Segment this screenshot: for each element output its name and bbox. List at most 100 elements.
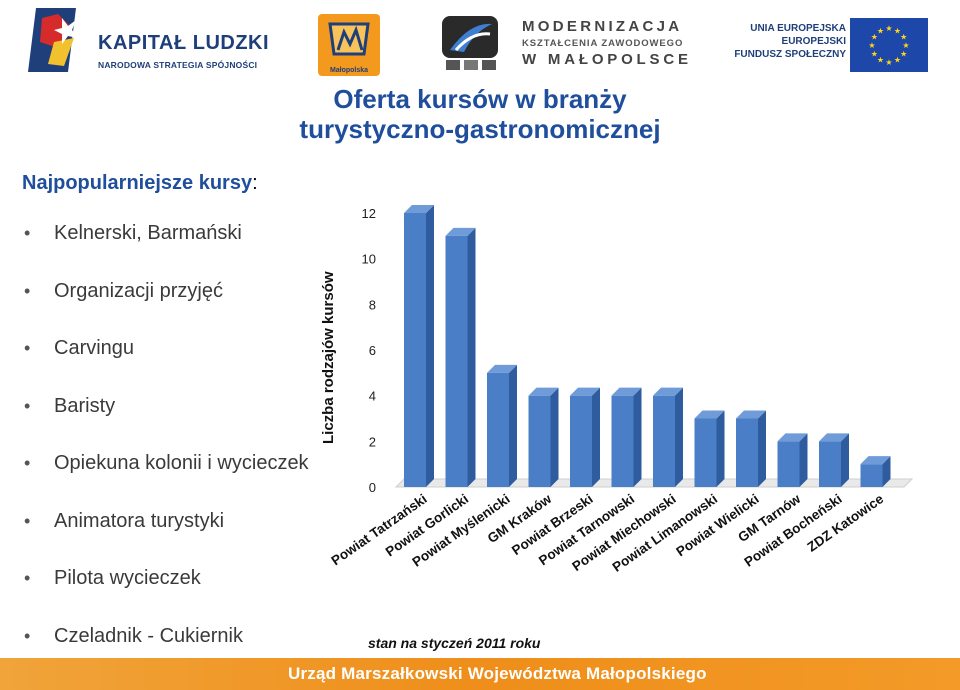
bar-side [716,410,725,487]
y-tick-label: 0 [369,480,376,495]
y-tick-label: 4 [369,389,376,404]
eu-flag-icon: ★ ★ ★ ★ ★ ★ ★ ★ ★ ★ ★ ★ [850,18,928,72]
course-list-item: • Opiekuna kolonii i wycieczek [24,452,309,475]
bar [860,464,883,487]
modernizacja-icon [440,14,500,72]
bar [736,418,758,487]
bar-side [758,410,766,487]
course-list-item: • Pilota wycieczek [24,567,201,590]
course-list-item-text: Opiekuna kolonii i wycieczek [54,452,309,474]
y-tick-label: 6 [369,343,376,358]
bar [653,395,675,487]
course-list-item-text: Kelnerski, Barmański [54,222,242,244]
kapital-ludzki-title: KAPITAŁ LUDZKI [98,32,270,54]
course-list-item: • Kelnerski, Barmański [24,222,242,245]
eu-text: UNIA EUROPEJSKA EUROPEJSKI FUNDUSZ SPOŁE… [728,22,846,61]
eu-star-icon: ★ [871,33,878,42]
bar-side [633,387,642,487]
bar-top [860,456,891,465]
bar [819,441,841,487]
course-list-item-text: Czeladnik - Cukiernik [54,624,243,647]
y-tick-label: 2 [369,434,376,449]
kapital-ludzki-logo: KAPITAŁ LUDZKI NARODOWA STRATEGIA SPÓJNO… [28,8,278,80]
kapital-ludzki-subtitle: NARODOWA STRATEGIA SPÓJNOŚCI [98,60,258,70]
modernizacja-line1: MODERNIZACJA [522,18,683,35]
bullet-icon: • [24,395,31,416]
bar-side [841,433,849,487]
bar-top [404,205,434,213]
eu-star-icon: ★ [885,24,892,33]
y-tick-label: 10 [362,252,376,267]
malopolska-logo: Małopolska [318,14,380,76]
bar-side [426,205,434,487]
bullet-icon: • [24,625,31,646]
course-list-item: • Czeladnik - Cukiernik [24,625,243,648]
list-heading: Najpopularniejsze kursy: [22,172,258,195]
modernizacja-text: MODERNIZACJA KSZTAŁCENIA ZAWODOWEGO W MA… [522,18,692,68]
eu-star-icon: ★ [877,26,884,35]
course-list-item-text: Animatora turystyki [54,509,225,532]
eu-star-icon: ★ [871,50,878,59]
course-list-item: • Animatora turystyki [24,510,224,533]
bullet-icon: • [24,510,31,531]
bullet-icon: • [24,280,31,301]
eu-line3: FUNDUSZ SPOŁECZNY [734,49,846,60]
list-heading-text: Najpopularniejsze kursy [22,172,253,194]
eu-star-icon: ★ [877,56,884,65]
bar-side [550,387,559,487]
footer-text: Urząd Marszałkowski Województwa Małopols… [288,664,707,683]
course-list-item-text: Baristy [54,394,116,417]
eu-star-icon: ★ [900,33,907,42]
bar-top [570,387,600,396]
bullet-icon: • [24,568,31,588]
bar-top [819,433,849,442]
bar [611,395,634,487]
y-tick-label: 8 [369,297,376,312]
course-list-item-text: Pilota wycieczek [54,567,201,589]
bar-side [675,387,683,487]
bar [404,213,426,487]
bar [528,395,551,487]
bar [694,418,717,487]
kapital-ludzki-emblem-icon [28,8,78,72]
bar-top [653,387,683,396]
footer-bar: Urząd Marszałkowski Województwa Małopols… [0,658,960,690]
course-list-item: • Baristy [24,395,115,418]
eu-star-icon: ★ [894,26,901,35]
bar-side [592,387,600,487]
y-tick-label: 12 [362,206,376,221]
bar-top [445,227,476,236]
malopolska-label: Małopolska [329,67,369,74]
bar [570,395,592,487]
bar-top [694,410,725,419]
course-list-item-text: Organizacji przyjęć [54,279,223,302]
eu-star-icon: ★ [868,41,875,50]
bar-side [799,433,808,487]
bar [445,235,468,487]
eu-star-icon: ★ [900,50,907,59]
course-list-item: • Organizacji przyjęć [24,280,223,303]
bar-top [777,433,808,442]
course-list-item: • Carvingu [24,337,134,360]
eu-star-icon: ★ [894,56,901,65]
bullet-icon: • [24,338,31,358]
list-heading-colon: : [252,172,258,194]
page-title: Oferta kursów w branży turystyczno-gastr… [299,84,661,144]
bar [777,441,800,487]
bar-top [528,387,559,396]
bullet-icon: • [24,223,31,243]
bar-top [611,387,642,396]
eu-star-icon: ★ [902,41,909,50]
modernizacja-line3: W MAŁOPOLSCE [522,51,692,68]
data-date-note: stan na styczeń 2011 roku [368,635,541,651]
bar-side [467,227,476,488]
modernizacja-line2: KSZTAŁCENIA ZAWODOWEGO [522,38,684,49]
bar-top [736,410,766,419]
bar-side [509,364,517,487]
eu-star-icon: ★ [885,58,892,67]
eu-line2: EUROPEJSKI [781,36,846,47]
bar-side [882,456,891,487]
malopolska-emblem-icon [328,22,370,56]
course-list-item-text: Carvingu [54,337,135,359]
